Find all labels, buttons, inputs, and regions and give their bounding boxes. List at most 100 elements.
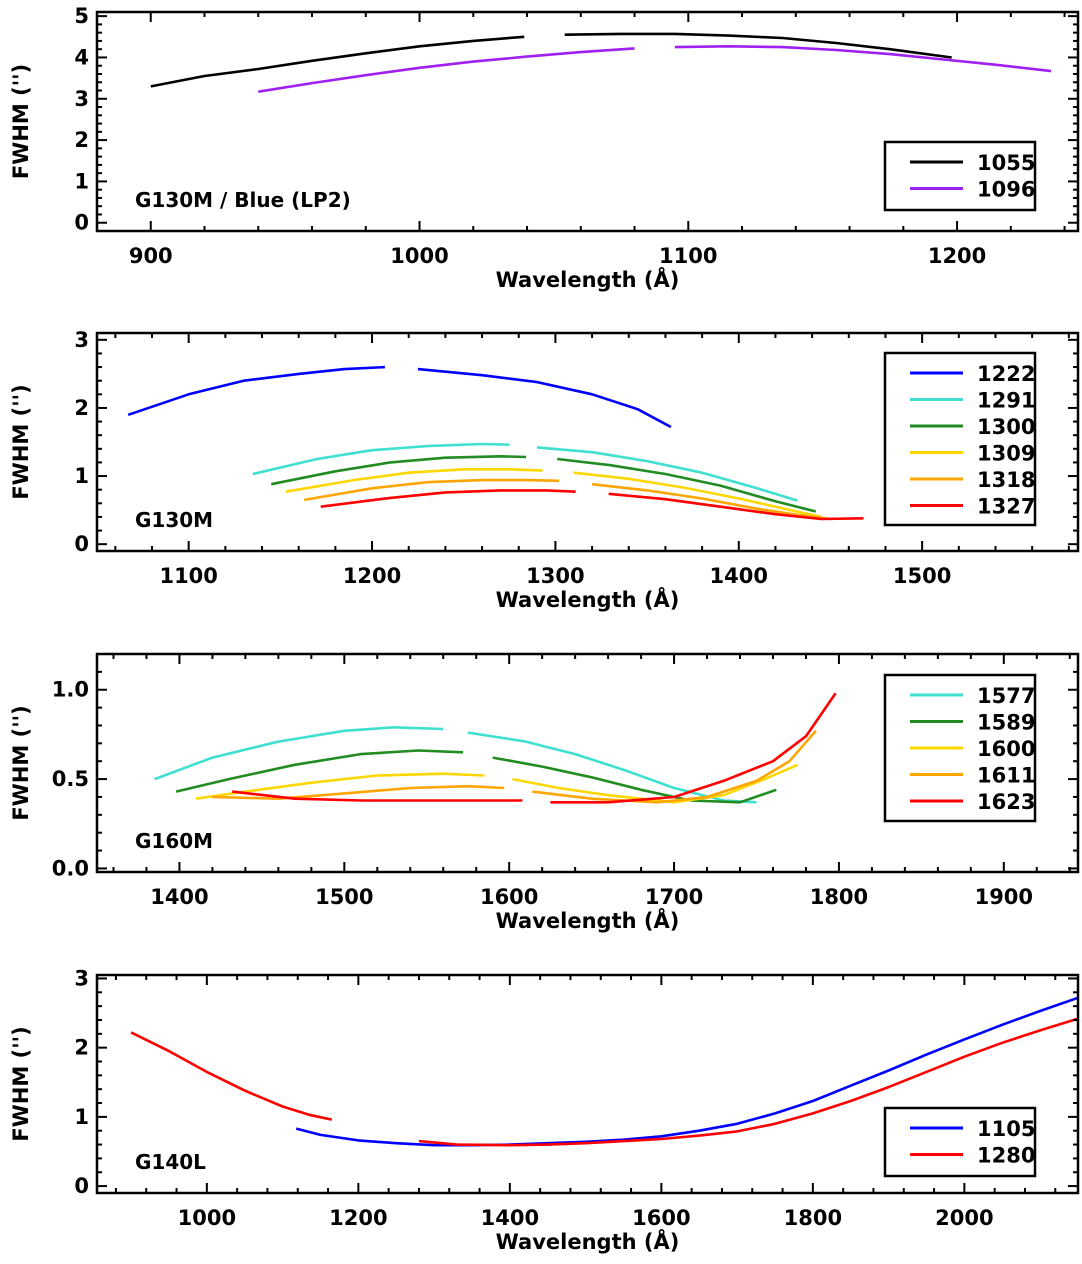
y-tick-label: 4 [74, 45, 89, 69]
legend-label-1318: 1318 [977, 468, 1035, 492]
y-tick-label: 0.5 [52, 767, 89, 791]
series-line-1611-seg1 [532, 729, 817, 804]
legend-label-1280: 1280 [977, 1144, 1035, 1168]
x-tick-label: 1400 [481, 1206, 539, 1230]
x-tick-label: 1800 [810, 885, 868, 909]
panel-label: G160M [135, 829, 213, 853]
legend: 1105 1280 [883, 1106, 1037, 1178]
series-line-1291-seg0 [252, 442, 510, 476]
series-line-1577-seg0 [154, 726, 444, 781]
x-tick-label: 1000 [178, 1206, 236, 1230]
y-tick-label: 2 [74, 1036, 89, 1060]
series-line-1300-seg0 [270, 455, 527, 486]
series-line-1222-seg1 [417, 367, 672, 429]
legend: 1055 1096 [883, 140, 1037, 212]
x-tick-label: 1300 [526, 564, 584, 588]
y-axis-label: FWHM ('') [9, 705, 33, 820]
series-line-1611-seg0 [212, 784, 505, 800]
series-line-1105-seg0 [295, 996, 1079, 1147]
x-tick-label: 900 [129, 244, 173, 268]
y-axis-label: FWHM ('') [9, 64, 33, 179]
x-tick-label: 1600 [632, 1206, 690, 1230]
plot-frame [95, 331, 1080, 553]
x-tick-label: 1000 [390, 244, 448, 268]
series-line-1589-seg1 [492, 756, 777, 804]
series-line-1309-seg1 [573, 471, 822, 519]
series-line-1327-seg0 [320, 489, 576, 508]
series-line-1096-seg0 [258, 47, 635, 93]
series-line-1291-seg1 [536, 446, 798, 502]
y-tick-label: 1 [74, 169, 89, 193]
y-tick-label: 0 [74, 532, 89, 556]
series-line-1055-seg1 [564, 32, 952, 59]
series-line-1327-seg1 [608, 492, 864, 521]
y-tick-label: 0.0 [52, 856, 89, 880]
legend-label-1096: 1096 [977, 178, 1035, 202]
legend-box [883, 140, 1037, 212]
panel-g160m: 1400 1500 1600 1700 1800 1900 0.0 0.5 1.0 Wavelen… [9, 652, 1080, 933]
x-axis-label: Wavelength (Å) [496, 267, 680, 292]
x-tick-label: 1600 [480, 885, 538, 909]
series-line-1055-seg0 [150, 35, 525, 88]
legend-label-1055: 1055 [977, 151, 1035, 175]
legend-label-1589: 1589 [977, 711, 1035, 735]
x-axis-label: Wavelength (Å) [496, 908, 680, 933]
x-tick-label: 1400 [150, 885, 208, 909]
series-line-1318-seg0 [303, 478, 560, 502]
x-axis-label: Wavelength (Å) [496, 1229, 680, 1254]
y-tick-label: 1 [74, 1105, 89, 1129]
series-line-1318-seg1 [591, 482, 831, 521]
series-line-1222-seg0 [127, 365, 385, 417]
legend-label-1611: 1611 [977, 764, 1035, 788]
y-tick-label: 3 [74, 328, 89, 352]
legend-label-1222: 1222 [977, 362, 1035, 386]
plot-frame [95, 10, 1080, 233]
series-line-1577-seg1 [467, 731, 757, 804]
y-tick-label: 2 [74, 128, 89, 152]
legend-label-1577: 1577 [977, 684, 1035, 708]
y-tick-label: 3 [74, 87, 89, 111]
legend-label-1600: 1600 [977, 737, 1035, 761]
series-line-1623-seg0 [232, 790, 523, 802]
panel-label: G140L [135, 1150, 206, 1174]
x-tick-label: 1200 [928, 244, 986, 268]
series-line-1300-seg1 [557, 457, 817, 513]
x-tick-label: 1400 [710, 564, 768, 588]
panel-label: G130M / Blue (LP2) [135, 188, 351, 212]
x-tick-label: 1500 [893, 564, 951, 588]
legend-label-1291: 1291 [977, 389, 1035, 413]
series-line-1589-seg0 [175, 749, 464, 793]
y-tick-label: 3 [74, 966, 89, 990]
series-line-1600-seg1 [512, 763, 799, 804]
panel-g130m-blue-lp2: 900 1000 1100 1200 0 1 2 3 4 5 Wavelength (Å) FWHM … [9, 4, 1080, 292]
y-tick-label: 1 [74, 464, 89, 488]
x-tick-label: 1200 [343, 564, 401, 588]
y-tick-label: 0 [74, 1174, 89, 1198]
panel-label: G130M [135, 508, 213, 532]
y-axis-label: FWHM ('') [9, 384, 33, 499]
series-line-1096-seg1 [674, 45, 1052, 73]
series-line-1623-seg1 [550, 692, 837, 804]
x-tick-label: 1800 [784, 1206, 842, 1230]
x-tick-label: 1500 [315, 885, 373, 909]
series-line-1280-seg0 [130, 1031, 333, 1121]
legend-label-1327: 1327 [977, 495, 1035, 519]
y-tick-label: 1.0 [52, 678, 89, 702]
plot-frame [95, 973, 1080, 1195]
legend-label-1309: 1309 [977, 442, 1035, 466]
legend-label-1105: 1105 [977, 1117, 1035, 1141]
panel-g130m: 1100 1200 1300 1400 1500 0 1 2 3 Wavelength (Å) FW… [9, 328, 1080, 612]
y-tick-label: 5 [74, 4, 89, 28]
x-axis-label: Wavelength (Å) [496, 587, 680, 612]
legend-box [883, 1106, 1037, 1178]
x-tick-label: 1100 [659, 244, 717, 268]
y-axis-label: FWHM ('') [9, 1026, 33, 1141]
legend-label-1623: 1623 [977, 790, 1035, 814]
x-tick-label: 1200 [329, 1206, 387, 1230]
x-tick-label: 1700 [645, 885, 703, 909]
x-tick-label: 1900 [975, 885, 1033, 909]
legend-label-1300: 1300 [977, 415, 1035, 439]
